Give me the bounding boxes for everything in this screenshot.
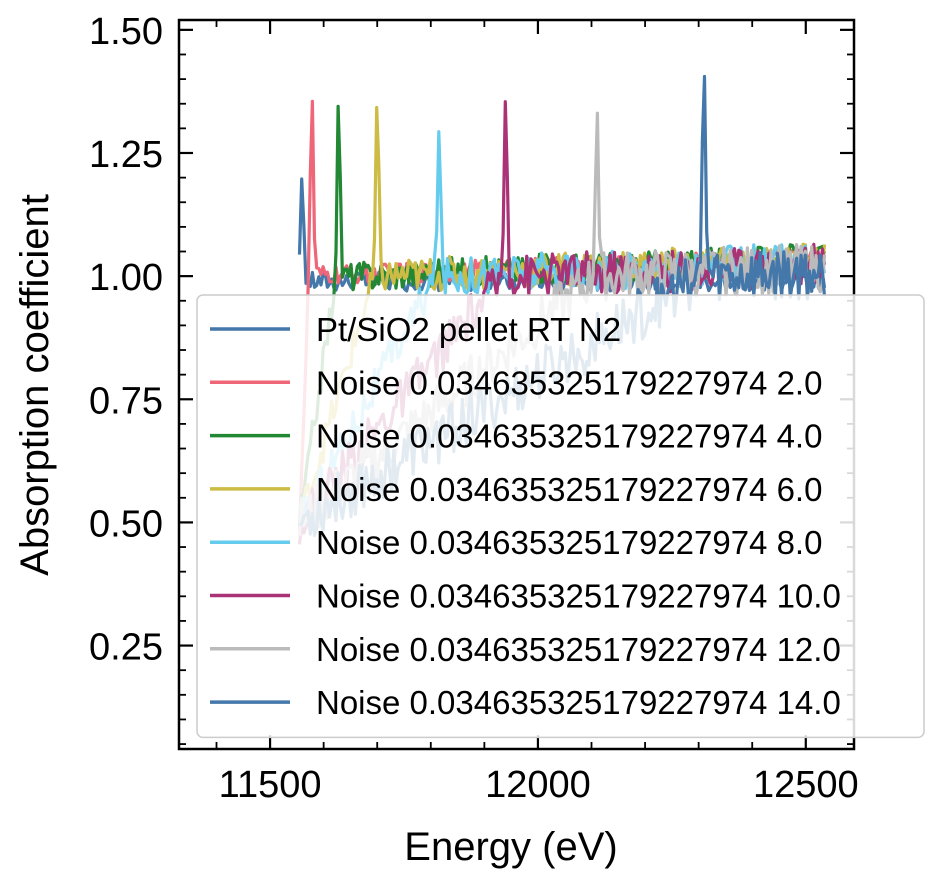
y-tick-label: 0.25	[89, 627, 163, 669]
y-tick-label: 1.00	[89, 257, 163, 299]
x-tick-label: 11500	[219, 764, 322, 806]
legend-entry: Pt/SiO2 pellet RT N2	[316, 311, 621, 348]
legend-entry: Noise 0.034635325179227974 12.0	[316, 631, 841, 668]
x-axis-label: Energy (eV)	[404, 825, 617, 869]
y-tick-label: 1.25	[89, 134, 163, 176]
y-tick-label: 0.50	[89, 503, 163, 545]
x-tick-label: 12500	[753, 764, 859, 806]
legend-box	[196, 294, 925, 739]
legend-entry: Noise 0.034635325179227974 4.0	[316, 418, 822, 455]
y-tick-label: 0.75	[89, 380, 163, 422]
legend-entry: Noise 0.034635325179227974 10.0	[316, 578, 841, 615]
ticks: 11500 12000 12500 0.25 0.50 0.75 1.00 1.25 1.50	[89, 11, 859, 806]
x-tick-label: 12000	[485, 764, 591, 806]
y-axis-label: Absorption coefficient	[13, 194, 57, 576]
y-tick-label: 1.50	[89, 11, 163, 53]
legend-entry: Noise 0.034635325179227974 14.0	[316, 684, 841, 721]
legend: Pt/SiO2 pellet RT N2 Noise 0.034635325179…	[196, 294, 925, 739]
legend-entry: Noise 0.034635325179227974 8.0	[316, 524, 822, 561]
legend-entry: Noise 0.034635325179227974 6.0	[316, 471, 822, 508]
legend-entry: Noise 0.034635325179227974 2.0	[316, 364, 822, 401]
